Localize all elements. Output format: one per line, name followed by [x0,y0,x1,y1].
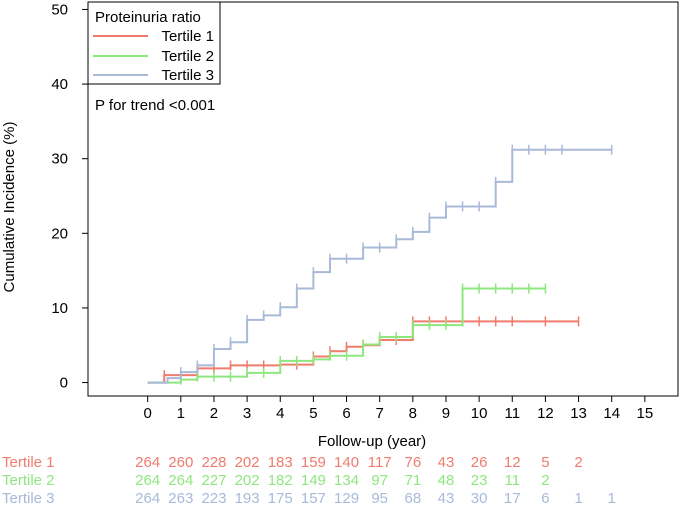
series-line-tertile-3 [147,148,612,384]
risk-count: 12 [504,454,521,471]
risk-count: 263 [168,490,193,507]
risk-row-label: Tertile 2 [2,472,55,489]
risk-count: 71 [404,472,421,489]
risk-count: 95 [371,490,388,507]
p-trend-annotation: P for trend <0.001 [95,97,215,114]
plot-frame [87,1,679,397]
legend-entry-tertile-2: Tertile 2 [161,48,214,65]
risk-count: 264 [135,472,160,489]
y-tick-label: 0 [60,375,68,392]
risk-count: 140 [334,454,359,471]
risk-count: 23 [471,472,488,489]
series-tertile-3 [147,144,613,384]
risk-count: 17 [504,490,521,507]
risk-count: 264 [135,490,160,507]
x-axis-label: Follow-up (year) [318,433,426,450]
risk-count: 68 [404,490,421,507]
risk-row-label: Tertile 3 [2,490,55,507]
y-tick-label: 10 [51,300,68,317]
risk-count: 228 [201,454,226,471]
x-tick-label: 6 [342,405,350,422]
x-tick-label: 8 [409,405,417,422]
y-axis-label: Cumulative Incidence (%) [1,122,18,293]
x-tick-label: 7 [376,405,384,422]
risk-table: Tertile 1 264 260 228 202 183 159 140 117 76 43 26 1… [2,454,616,507]
risk-count: 26 [471,454,488,471]
x-tick-label: 2 [210,405,218,422]
risk-count: 202 [235,454,260,471]
risk-count: 1 [608,490,616,507]
risk-count: 76 [404,454,421,471]
risk-count: 223 [201,490,226,507]
risk-count: 264 [135,454,160,471]
risk-row-label: Tertile 1 [2,454,55,471]
risk-count: 11 [504,472,520,489]
x-tick-label: 14 [603,405,620,422]
y-tick-label: 50 [51,1,68,18]
risk-count: 5 [541,454,549,471]
risk-count: 157 [301,490,326,507]
x-tick-label: 15 [637,405,654,422]
risk-count: 193 [235,490,260,507]
y-tick-label: 40 [51,76,68,93]
risk-count: 260 [168,454,193,471]
x-tick-label: 9 [442,405,450,422]
y-tick-labels: 0 10 20 30 40 50 [51,1,68,391]
x-tick-label: 11 [504,405,520,422]
risk-count: 264 [168,472,193,489]
y-tick-label: 30 [51,151,68,168]
x-tick-label: 3 [243,405,251,422]
risk-count: 6 [541,490,549,507]
risk-count: 30 [471,490,488,507]
x-tick-label: 4 [276,405,284,422]
risk-count: 48 [438,472,455,489]
risk-count: 2 [574,454,582,471]
risk-count: 175 [268,490,293,507]
x-tick-labels: 0 1 2 3 4 5 6 7 8 9 10 11 12 13 14 15 [143,405,653,422]
risk-count: 134 [334,472,359,489]
risk-count: 43 [438,454,455,471]
risk-count: 117 [368,454,392,471]
risk-count: 149 [301,472,326,489]
x-tick-label: 5 [309,405,317,422]
risk-count: 159 [301,454,326,471]
risk-count: 2 [541,472,549,489]
legend-entry-tertile-3: Tertile 3 [161,67,214,84]
x-tick-label: 13 [570,405,587,422]
risk-count: 1 [574,490,582,507]
series-tertile-2 [147,283,547,385]
x-tick-label: 1 [177,405,185,422]
x-tick-label: 0 [143,405,151,422]
y-tick-label: 20 [51,225,68,242]
legend-title: Proteinuria ratio [95,9,201,26]
tick-marks [82,8,646,402]
risk-count: 129 [334,490,359,507]
legend-entry-tertile-1: Tertile 1 [161,28,214,45]
legend: Proteinuria ratio Tertile 1 Tertile 2 Te… [87,1,221,85]
risk-count: 182 [268,472,293,489]
risk-count: 43 [438,490,455,507]
risk-count: 183 [268,454,293,471]
risk-count: 202 [235,472,260,489]
legend-box [87,1,221,85]
x-tick-label: 12 [537,405,554,422]
x-tick-label: 10 [471,405,488,422]
series-group [147,144,613,385]
risk-count: 97 [371,472,388,489]
risk-count: 227 [201,472,226,489]
